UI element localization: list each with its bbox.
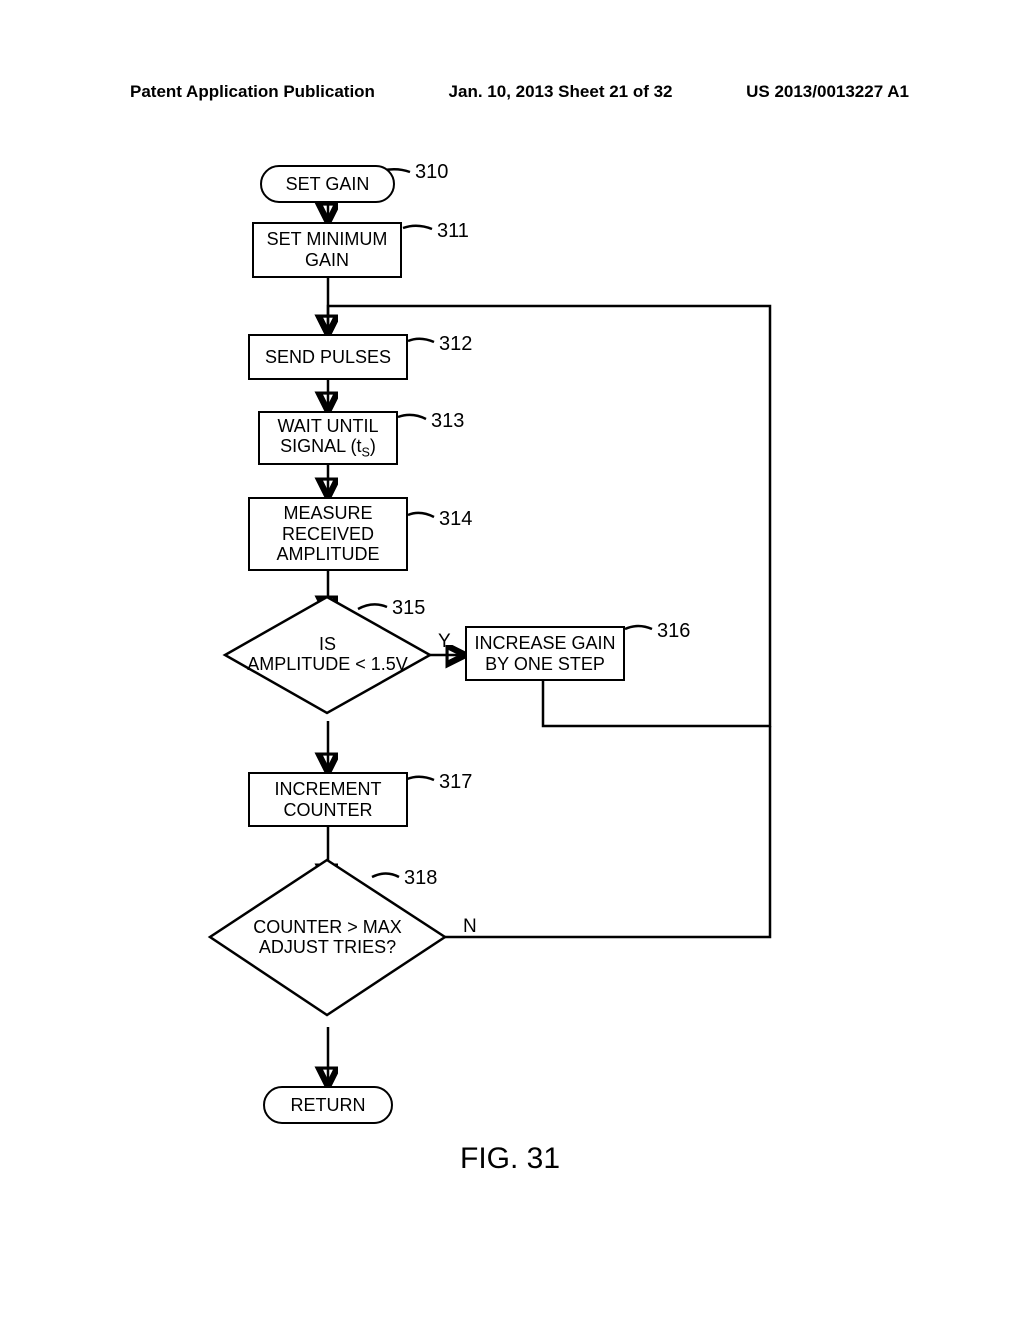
node-text-l2: AMPLITUDE < 1.5V [247, 655, 408, 675]
page-header: Patent Application Publication Jan. 10, … [0, 82, 1024, 102]
ref-315: 315 [392, 597, 425, 620]
node-text-l1: SET MINIMUM [267, 229, 388, 250]
figure-label: FIG. 31 [460, 1142, 560, 1176]
ref-314: 314 [439, 508, 472, 531]
node-text-l3: AMPLITUDE [276, 544, 379, 565]
header-left: Patent Application Publication [130, 82, 375, 102]
node-measure-amp: MEASURE RECEIVED AMPLITUDE [248, 497, 408, 571]
node-text-l2: GAIN [305, 250, 349, 271]
flowchart: SET GAIN 310 SET MINIMUM GAIN 311 SEND P… [210, 165, 820, 1185]
node-text-l1: IS [319, 635, 336, 655]
node-text-l2: ADJUST TRIES? [259, 938, 396, 958]
node-text-l1: COUNTER > MAX [253, 918, 402, 938]
node-set-gain: SET GAIN [260, 165, 395, 203]
header-right: US 2013/0013227 A1 [746, 82, 909, 102]
ref-313: 313 [431, 410, 464, 433]
node-wait-signal: WAIT UNTIL SIGNAL (tS) [258, 411, 398, 465]
node-text: RETURN [291, 1095, 366, 1116]
header-center: Jan. 10, 2013 Sheet 21 of 32 [449, 82, 673, 102]
node-text: SET GAIN [286, 174, 370, 195]
node-text-l1: MEASURE [283, 503, 372, 524]
node-text: SEND PULSES [265, 347, 391, 368]
ref-318: 318 [404, 867, 437, 890]
node-text-l2: SIGNAL (tS) [280, 436, 376, 460]
edge-318-no: N [463, 916, 477, 938]
node-set-min-gain: SET MINIMUM GAIN [252, 222, 402, 278]
ref-310: 310 [415, 161, 448, 184]
ref-312: 312 [439, 333, 472, 356]
node-text-l2: RECEIVED [282, 524, 374, 545]
node-send-pulses: SEND PULSES [248, 334, 408, 380]
node-text-l2: COUNTER [284, 800, 373, 821]
node-text-l1: INCREMENT [275, 779, 382, 800]
node-increment-counter: INCREMENT COUNTER [248, 772, 408, 827]
node-increase-gain: INCREASE GAIN BY ONE STEP [465, 626, 625, 681]
edge-315-yes: Y [438, 631, 451, 653]
node-return: RETURN [263, 1086, 393, 1124]
ref-311: 311 [437, 220, 469, 243]
node-text-l1: INCREASE GAIN [474, 633, 615, 654]
ref-316: 316 [657, 620, 690, 643]
node-text-l2: BY ONE STEP [485, 654, 605, 675]
node-text-l1: WAIT UNTIL [277, 416, 378, 437]
ref-317: 317 [439, 771, 472, 794]
